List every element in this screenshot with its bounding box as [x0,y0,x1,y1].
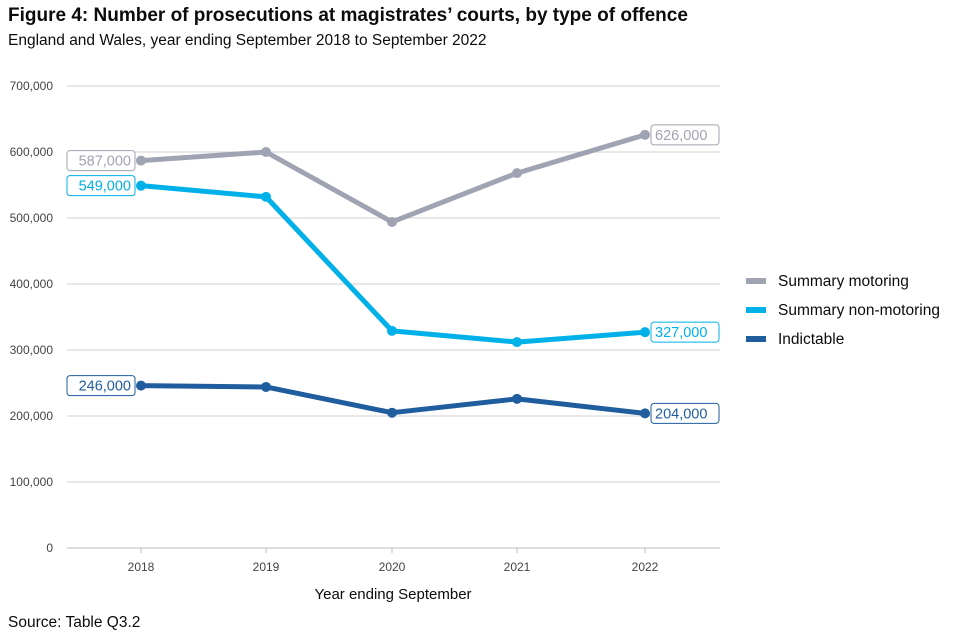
data-label: 549,000 [79,179,131,195]
data-label: 587,000 [79,154,131,170]
y-tick-label: 0 [46,541,53,555]
data-point [387,407,397,418]
data-label-box [66,175,136,197]
data-label: 246,000 [79,379,131,395]
x-tick-label: 2022 [632,560,659,574]
legend-item: Summary motoring [778,273,909,290]
chart-title: Figure 4: Number of prosecutions at magi… [8,5,688,26]
data-label-box [650,124,720,146]
series-line [140,132,646,225]
data-point [512,168,522,179]
x-tick-label: 2019 [253,560,280,574]
data-point [261,381,271,392]
data-point [512,393,522,404]
y-tick-label: 400,000 [10,277,54,291]
y-tick-label: 700,000 [10,79,54,93]
x-tick-label: 2021 [504,560,531,574]
data-point [136,180,146,191]
data-point [136,380,146,391]
data-point [136,155,146,166]
data-point [512,337,522,348]
y-tick-label: 500,000 [10,211,54,225]
x-tick-label: 2018 [128,560,155,574]
series-line [140,183,646,345]
y-tick-label: 200,000 [10,409,54,423]
x-axis-title: Year ending September [314,586,471,603]
x-tick-label: 2020 [379,560,406,574]
data-label-box [66,375,136,397]
data-point [261,191,271,202]
source-note: Source: Table Q3.2 [8,614,141,631]
data-label-box [66,150,136,172]
y-tick-label: 600,000 [10,145,54,159]
chart-subtitle: England and Wales, year ending September… [8,32,487,49]
data-label-box [650,321,720,343]
y-tick-label: 100,000 [10,475,54,489]
data-label: 204,000 [655,406,707,422]
data-label: 327,000 [655,325,707,341]
data-point [387,325,397,336]
data-point [640,327,650,338]
data-point [640,129,650,140]
data-point [387,216,397,227]
y-tick-label: 300,000 [10,343,54,357]
data-point [640,408,650,419]
legend-item: Summary non-motoring [778,302,940,319]
legend-item: Indictable [778,331,844,348]
data-point [261,147,271,157]
data-label: 626,000 [655,128,707,144]
data-label-box [650,402,720,424]
